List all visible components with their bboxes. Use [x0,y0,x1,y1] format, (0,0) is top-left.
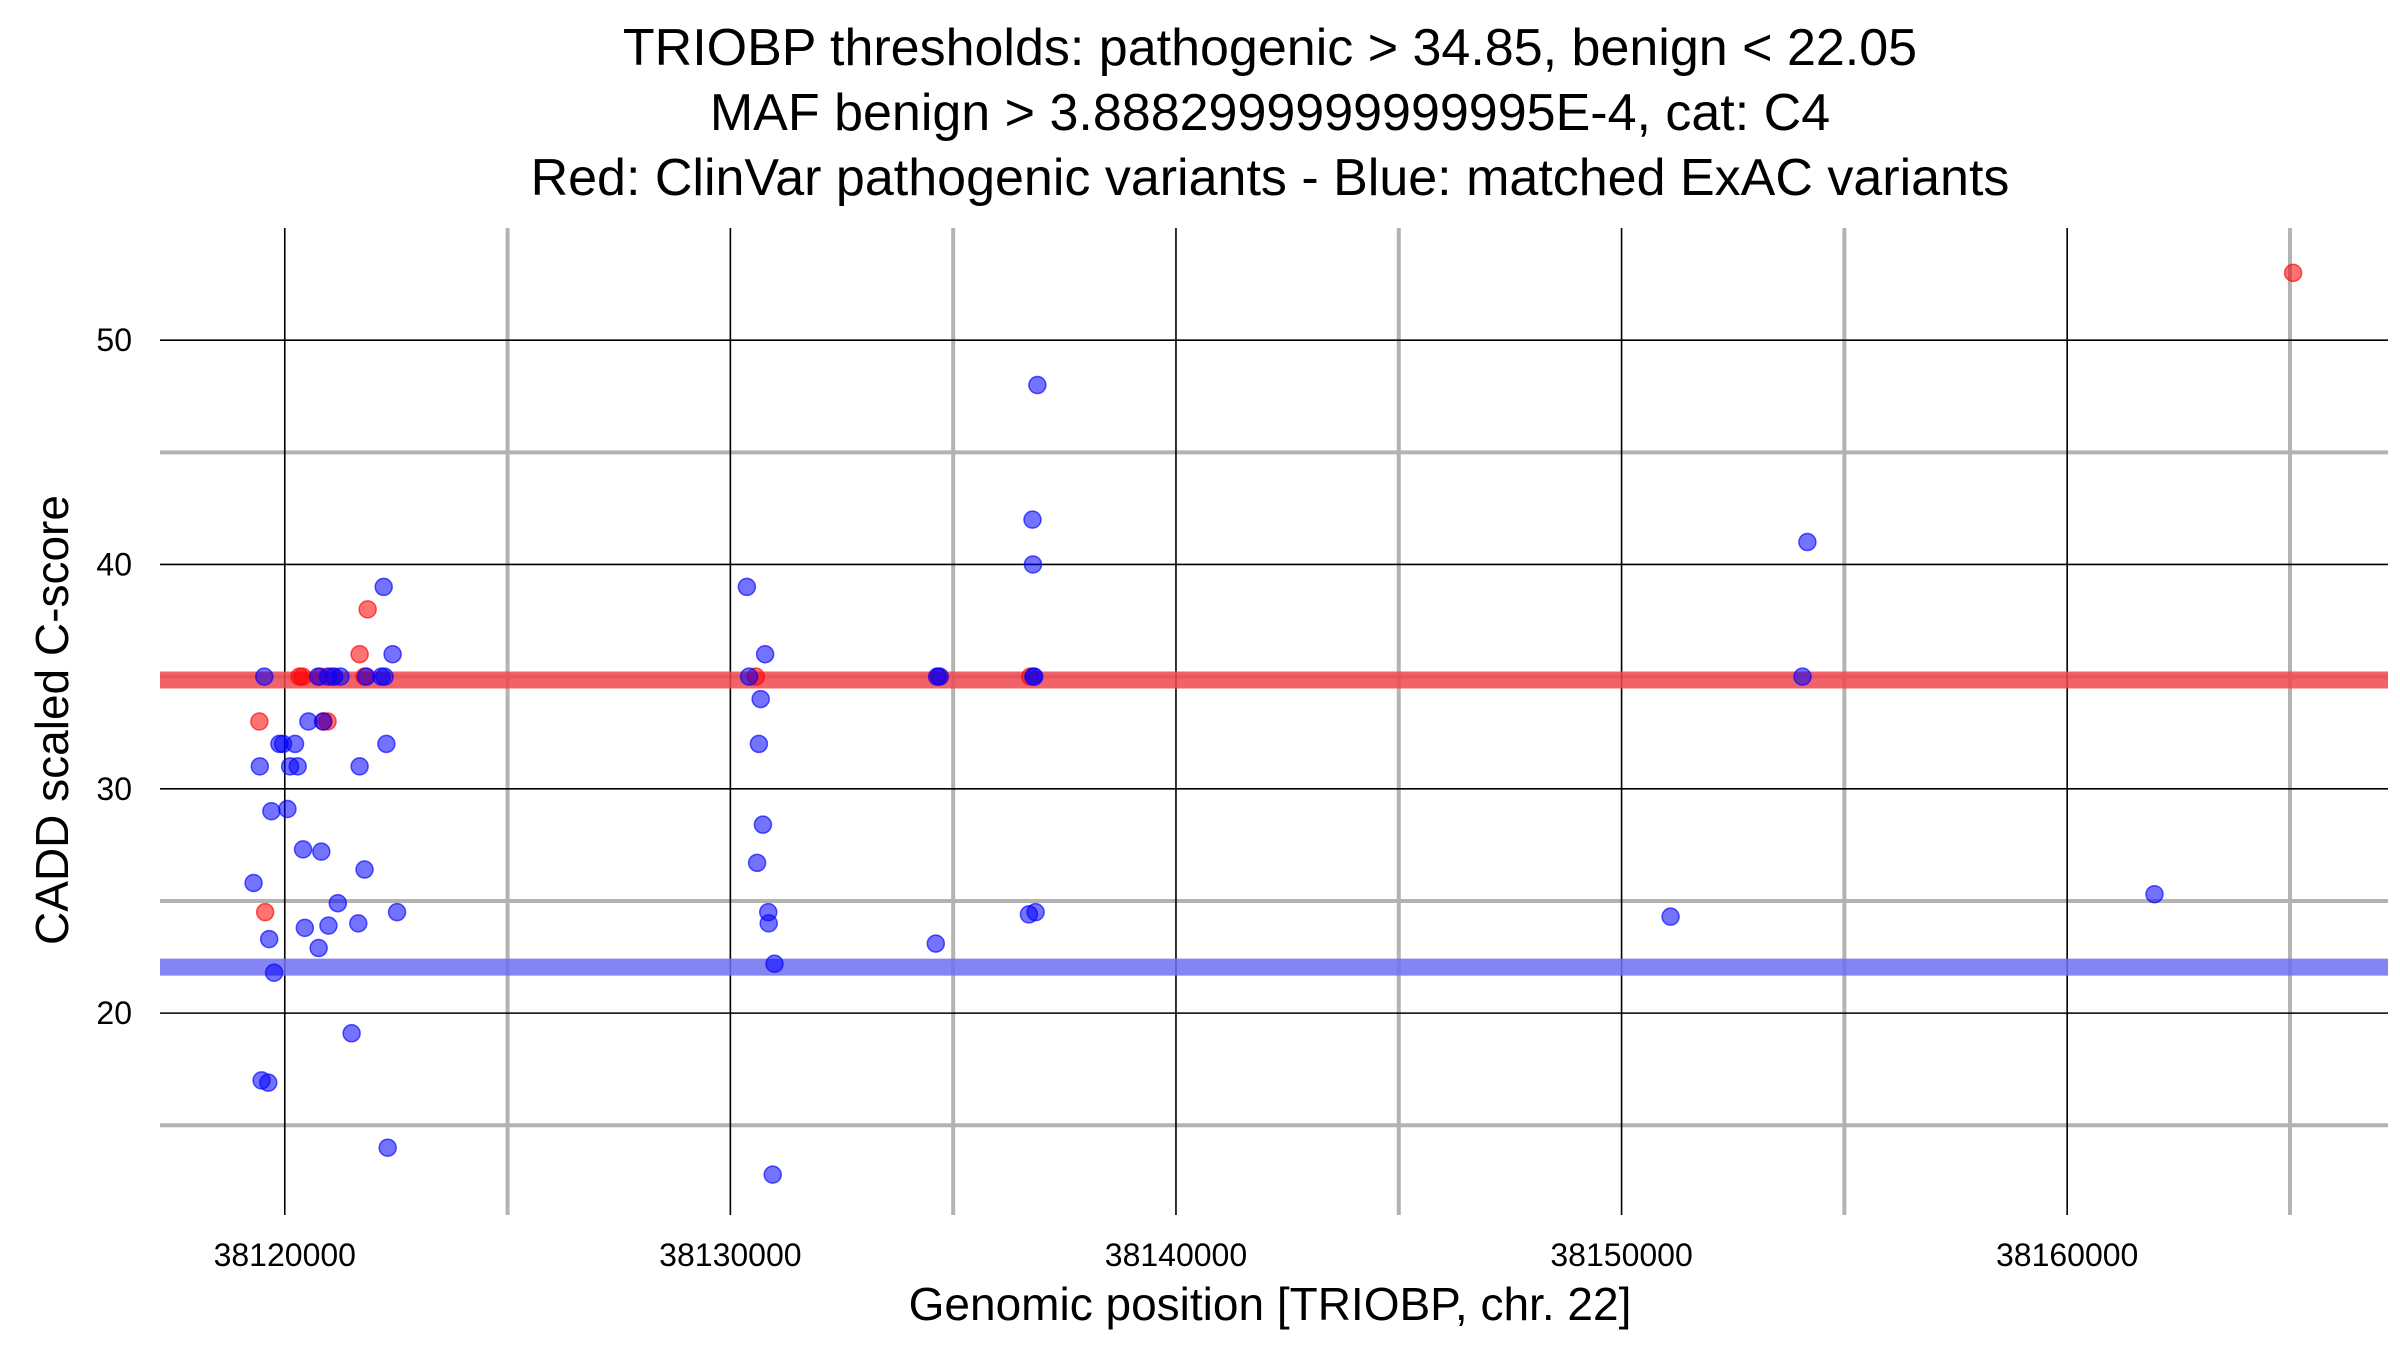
exac-variant-point [387,902,407,922]
exac-variant-point [1793,667,1812,686]
chart-title-line-2: MAF benign > 3.8882999999999995E-4, cat:… [710,84,1830,142]
major-gridlines [160,228,2388,1215]
exac-variant-point [255,667,274,686]
exac-variant-point [331,667,350,686]
exac-variant-point [278,799,297,819]
tick-labels: 38120000 38130000 38140000 38150000 38160000… [96,322,2138,1273]
y-tick-label: 30 [96,771,132,807]
exac-variant-point [763,1165,782,1184]
exac-variant-point [747,853,767,873]
clinvar-pathogenic-point [255,902,275,922]
y-tick-label: 50 [96,322,132,358]
exac-variant-point [374,577,393,597]
clinvar-pathogenic-point [2283,263,2303,283]
exac-variant-point [751,689,770,709]
exac-variant-point [342,1024,361,1043]
exac-variant-point [259,1073,278,1092]
exac-variant-point [319,916,338,935]
clinvar-pathogenic-point [250,712,269,731]
exac-variant-point [250,757,270,776]
y-tick-label: 40 [96,546,132,582]
exac-variant-point [259,929,279,949]
exac-variant-point [349,914,368,933]
chart-title-line-3: Red: ClinVar pathogenic variants - Blue:… [531,149,2010,207]
y-axis-title: CADD scaled C-score [26,495,78,945]
exac-variant-point [1026,902,1045,922]
exac-variant-point [293,840,313,859]
exac-variant-point [375,667,394,686]
exac-variant-point [749,734,769,754]
exac-variant-point [355,860,374,879]
exac-variant-point [753,815,773,834]
exac-variant-point [1798,532,1817,552]
data-points [244,263,2303,1184]
exac-variant-point [2145,884,2164,904]
exac-variant-point [759,914,778,933]
minor-gridlines [160,228,2388,1215]
x-tick-label: 38150000 [1550,1237,1692,1273]
clinvar-pathogenic-point [358,600,377,619]
x-tick-label: 38160000 [1996,1237,2138,1273]
exac-variant-point [295,918,315,938]
x-axis-title: Genomic position [TRIOBP, chr. 22] [909,1278,1632,1330]
exac-variant-point [765,954,784,974]
exac-variant-point [1023,555,1043,574]
exac-variant-point [1028,375,1047,395]
exac-variant-point [737,577,757,597]
clinvar-pathogenic-point [293,667,312,686]
exac-variant-point [262,801,281,821]
exac-variant-point [930,667,950,686]
exac-variant-point [739,667,759,686]
exac-variant-point [312,842,331,861]
exac-variant-point [244,873,263,893]
exac-variant-point [309,938,328,958]
threshold-lines [160,671,2388,976]
clinvar-pathogenic-point [350,644,369,664]
x-tick-label: 38120000 [214,1237,356,1273]
exac-variant-point [313,712,333,731]
exac-variant-point [926,934,946,953]
exac-variant-point [377,734,396,754]
x-tick-label: 38140000 [1105,1237,1247,1273]
x-tick-label: 38130000 [659,1237,801,1273]
exac-variant-point [285,734,305,754]
exac-variant-point [264,963,284,982]
chart-title-line-1: TRIOBP thresholds: pathogenic > 34.85, b… [623,19,1917,77]
exac-variant-point [350,757,369,776]
exac-variant-point [378,1138,397,1157]
exac-variant-point [328,893,348,913]
exac-variant-point [383,644,402,664]
y-tick-label: 20 [96,995,132,1031]
exac-variant-point [755,644,775,664]
exac-variant-point [1661,907,1680,926]
exac-variant-point [1025,667,1044,686]
exac-variant-point [1023,510,1042,529]
exac-variant-point [288,757,307,776]
